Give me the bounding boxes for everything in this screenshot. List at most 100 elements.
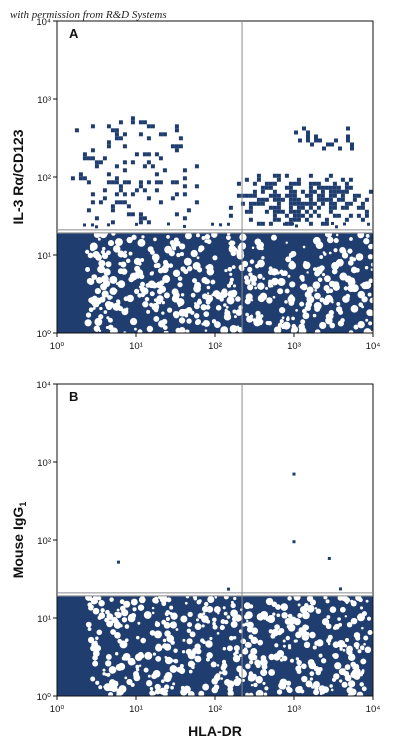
event-dot [182,216,187,221]
density-gap [278,627,285,634]
density-gap [367,629,373,636]
density-gap [359,606,364,610]
density-gap [161,300,166,305]
density-gap [172,682,176,686]
event-dot [122,168,127,173]
event-dot [276,217,281,222]
event-dot [256,201,261,206]
event-dot [284,185,289,190]
event-dot [162,132,167,137]
event-dot [318,138,322,143]
density-gap [212,617,217,623]
density-gap [153,315,160,322]
density-gap [145,680,153,687]
density-gap [339,647,343,651]
density-gap [140,258,145,262]
density-gap [367,254,373,260]
event-dot [332,213,337,218]
density-gap [221,662,228,669]
event-dot [162,168,167,173]
density-gap [226,645,233,652]
event-dot [300,189,305,194]
density-gap [202,683,210,691]
event-dot [276,197,281,202]
density-gap [234,614,242,622]
density-gap [105,609,110,615]
density-gap [141,235,145,239]
density-gap [233,315,237,319]
event-dot [256,197,261,202]
event-dot [142,188,147,193]
density-gap [85,594,92,601]
density-gap [120,261,127,268]
density-gap [335,233,339,237]
density-gap [315,667,319,671]
event-dot [320,193,325,198]
density-gap [149,687,154,691]
event-dot [118,200,123,205]
density-gap [173,237,179,243]
density-gap [165,643,170,648]
density-gap [98,314,104,320]
event-dot [122,180,127,185]
density-gap [184,601,188,605]
event-dot [296,213,301,218]
density-gap [331,268,338,275]
density-gap [279,658,284,662]
event-dot [260,221,265,226]
event-dot [340,189,345,194]
density-gap [121,308,129,316]
density-gap [170,685,174,690]
event-dot [194,200,199,205]
density-gap [364,265,369,270]
density-gap [346,621,353,628]
density-gap [299,274,305,281]
density-gap [272,295,276,299]
density-gap [297,613,303,619]
panel-a-y-ticks: 10⁰ 10¹ 10² 10³ 10⁴ [36,17,57,340]
density-gap [179,252,185,257]
event-dot [360,217,365,222]
event-dot [170,196,175,201]
density-gap [229,244,234,250]
density-gap [260,669,268,677]
density-gap [182,638,186,642]
density-gap [333,248,338,253]
density-gap [204,234,211,240]
density-gap [336,301,341,306]
density-gap [319,297,325,303]
density-gap [102,668,106,672]
density-gap [278,307,286,314]
event-dot [340,193,345,198]
density-gap [301,663,307,670]
event-dot [114,200,119,205]
event-dot [324,221,329,226]
density-gap [254,264,260,269]
event-dot [114,164,119,169]
density-gap [153,237,157,242]
density-gap [289,281,296,288]
event-dot [264,209,269,214]
event-dot [300,205,305,210]
density-gap [97,237,101,241]
density-gap [253,682,258,688]
density-gap [366,616,372,621]
event-dot [106,144,111,149]
density-gap [165,689,169,693]
event-dot [356,205,361,210]
density-gap [290,328,295,333]
density-gap [87,252,94,259]
density-gap [164,684,170,690]
density-gap [315,608,322,614]
event-dot [284,221,289,226]
density-gap [95,636,99,641]
event-dot [114,180,119,185]
event-dot [94,164,99,169]
event-dot [292,217,297,222]
density-gap [274,624,280,630]
density-gap [358,293,362,297]
event-dot [240,201,245,206]
event-dot [268,205,273,210]
density-gap [186,638,193,645]
density-gap [285,317,290,322]
